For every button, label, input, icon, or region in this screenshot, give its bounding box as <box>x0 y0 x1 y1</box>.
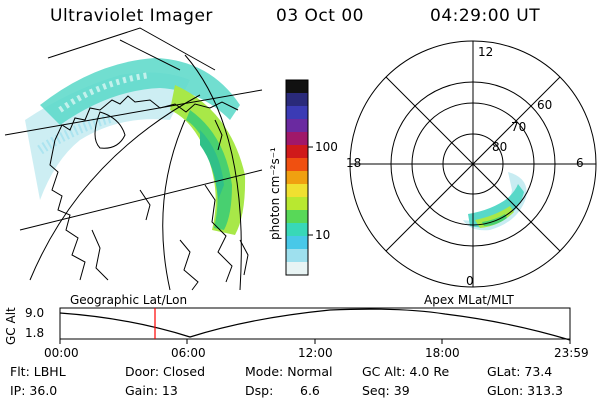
gain-info: Gain: 13 <box>125 383 178 398</box>
colorbar-tick-label-10: 10 <box>315 228 331 242</box>
ip-info: IP: 36.0 <box>10 383 58 398</box>
colorbar-segment <box>286 197 308 211</box>
time-tick-1800: 18:00 <box>425 346 460 360</box>
seq-info: Seq: 39 <box>362 383 410 398</box>
colorbar-segment <box>286 184 308 198</box>
altitude-plot-frame <box>59 307 571 340</box>
time-tick-0000: 00:00 <box>44 346 79 360</box>
colorbar-tick-label-100: 100 <box>315 140 338 154</box>
colorbar-segment <box>286 171 308 185</box>
colorbar-segment <box>286 158 308 172</box>
time-tick-2359: 23:59 <box>554 346 589 360</box>
mlat-label-70: 70 <box>511 120 527 134</box>
altitude-curve <box>59 308 571 341</box>
colorbar-segment <box>286 145 308 159</box>
colorbar-segment <box>286 210 308 224</box>
aurora-geographic <box>25 58 246 235</box>
glon-info: GLon: 313.3 <box>487 383 563 398</box>
geographic-label: Geographic Lat/Lon <box>70 293 188 307</box>
colorbar-segment <box>286 132 308 146</box>
colorbar-segment <box>286 93 308 107</box>
colorbar-segment <box>286 119 308 133</box>
door-info: Door: Closed <box>125 364 206 379</box>
mlt-label-6: 6 <box>576 156 584 170</box>
dsp-value: 6.6 <box>300 383 320 398</box>
colorbar-segment <box>286 249 308 263</box>
colorbar-unit-label: photon cm⁻²s⁻¹ <box>268 147 282 240</box>
time-tick-1200: 12:00 <box>298 346 333 360</box>
mlt-label-12: 12 <box>478 45 494 59</box>
colorbar-segment <box>286 80 308 94</box>
alt-tick-1-8: 1.8 <box>25 326 45 340</box>
gc-alt-axis-label: GC Alt <box>4 307 18 345</box>
colorbar-segment <box>286 236 308 250</box>
colorbar-segment <box>286 223 308 237</box>
mlat-label-60: 60 <box>537 98 553 112</box>
gc-alt-info: GC Alt: 4.0 Re <box>362 364 450 379</box>
apex-label: Apex MLat/MLT <box>424 293 514 307</box>
aurora-polar <box>463 172 527 231</box>
mlt-label-0: 0 <box>466 274 474 288</box>
image-date: 03 Oct 00 <box>276 6 364 26</box>
dsp-label: Dsp: <box>245 383 274 398</box>
mlat-label-80: 80 <box>492 140 508 154</box>
filter-info: Flt: LBHL <box>10 364 66 379</box>
alt-tick-9: 9.0 <box>25 306 45 320</box>
colorbar-segment <box>286 106 308 120</box>
image-time: 04:29:00 UT <box>430 6 541 26</box>
colorbar-segment <box>286 262 308 276</box>
imager-title: Ultraviolet Imager <box>50 6 213 26</box>
mlt-label-18: 18 <box>346 156 362 170</box>
mode-info: Mode: Normal <box>245 364 333 379</box>
time-tick-0600: 06:00 <box>171 346 206 360</box>
glat-info: GLat: 73.4 <box>487 364 553 379</box>
